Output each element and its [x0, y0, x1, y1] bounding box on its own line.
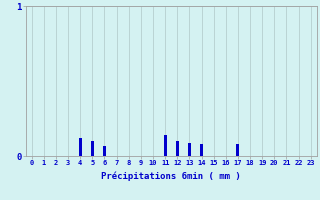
- Bar: [236, 144, 239, 156]
- Bar: [79, 138, 82, 156]
- Bar: [188, 142, 191, 156]
- Bar: [91, 141, 94, 156]
- Bar: [176, 141, 179, 156]
- Bar: [200, 144, 203, 156]
- X-axis label: Précipitations 6min ( mm ): Précipitations 6min ( mm ): [101, 172, 241, 181]
- Bar: [103, 146, 106, 156]
- Bar: [164, 135, 167, 156]
